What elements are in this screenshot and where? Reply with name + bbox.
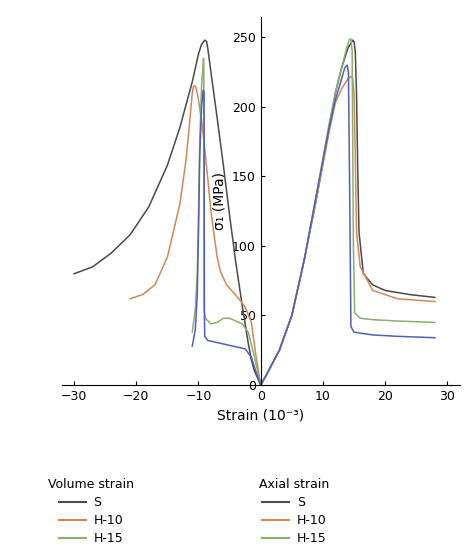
X-axis label: Strain (10⁻³): Strain (10⁻³): [217, 409, 304, 422]
Legend: S, H-10, H-15, H-20: S, H-10, H-15, H-20: [259, 478, 329, 550]
Y-axis label: σ₁ (MPa): σ₁ (MPa): [212, 172, 227, 230]
